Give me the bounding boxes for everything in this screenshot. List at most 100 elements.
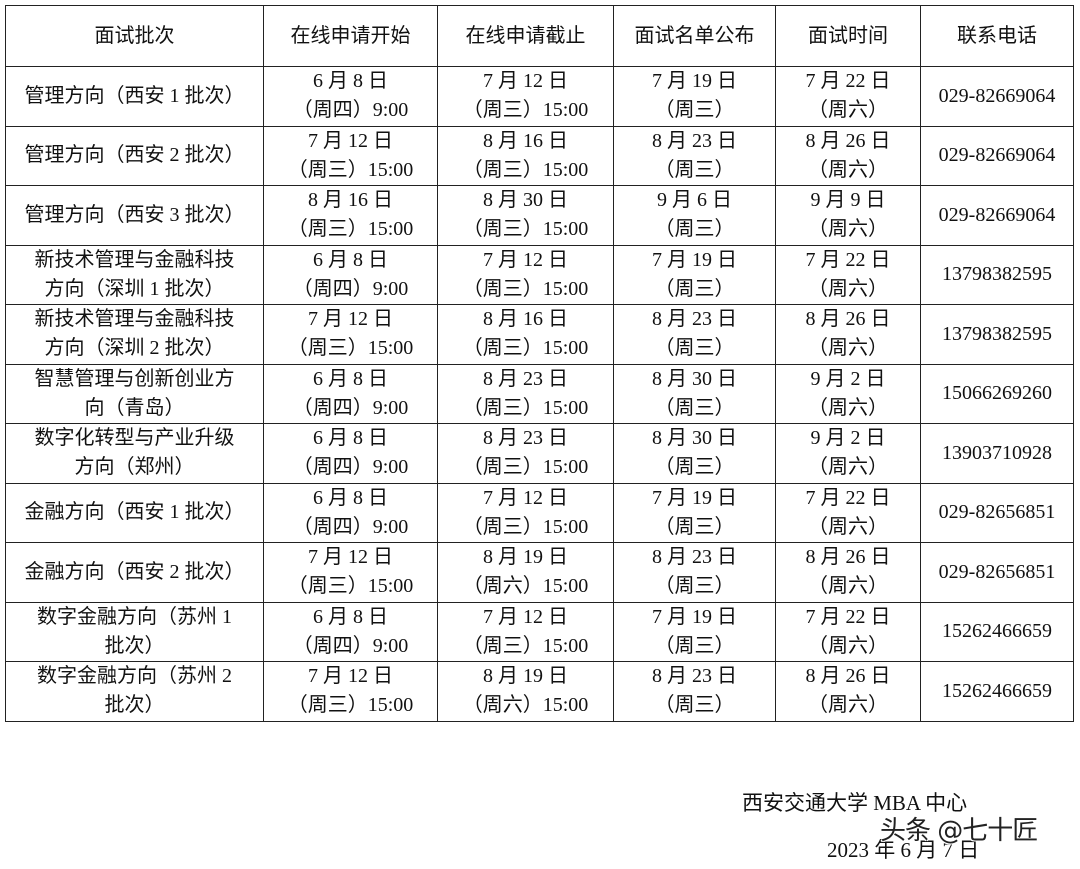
table-row: 智慧管理与创新创业方 向（青岛） 6 月 8 日 （周四）9:00 8 月 23 日 （周… <box>5 363 1074 424</box>
cell-start: 7 月 12 日 （周三）15:00 <box>263 304 438 365</box>
cell-line: （周三）15:00 <box>287 575 414 598</box>
cell-line: 8 月 26 日 <box>805 546 891 569</box>
cell-line: 8 月 19 日 <box>483 665 568 688</box>
table-row: 管理方向（西安 3 批次） 8 月 16 日 （周三）15:00 8 月 30 日 （周… <box>5 185 1074 246</box>
cell-interview: 8 月 26 日 （周六） <box>775 661 921 722</box>
cell-line: （周三）15:00 <box>287 158 414 181</box>
cell-line: （周六）15:00 <box>462 575 589 598</box>
cell-line: （周三） <box>654 218 735 241</box>
cell-line: （周三） <box>654 337 735 360</box>
cell-interview: 7 月 22 日 （周六） <box>775 244 921 305</box>
cell-list: 8 月 23 日 （周三） <box>613 661 776 722</box>
cell-phone: 13903710928 <box>920 423 1074 484</box>
cell-line: 8 月 16 日 <box>483 308 568 331</box>
cell-end: 8 月 16 日 （周三）15:00 <box>437 125 614 186</box>
cell-list: 8 月 23 日 （周三） <box>613 125 776 186</box>
cell-line: （周六） <box>808 694 888 717</box>
cell-line: （周三）15:00 <box>287 337 414 360</box>
cell-batch: 新技术管理与金融科技 方向（深圳 1 批次） <box>5 244 264 305</box>
cell-line: 8 月 23 日 <box>652 129 737 152</box>
cell-line: 8 月 30 日 <box>652 367 737 390</box>
cell-list: 8 月 23 日 （周三） <box>613 304 776 365</box>
cell-line: （周四）9:00 <box>292 277 409 300</box>
cell-end: 7 月 12 日 （周三）15:00 <box>437 244 614 305</box>
cell-line: 8 月 30 日 <box>483 189 568 212</box>
column-header: 面试名单公布 <box>613 5 776 67</box>
cell-batch: 管理方向（西安 3 批次） <box>5 185 264 246</box>
cell-line: 8 月 23 日 <box>652 546 737 569</box>
cell-batch: 金融方向（西安 2 批次） <box>5 542 264 603</box>
cell-list: 7 月 19 日 （周三） <box>613 66 776 127</box>
cell-start: 6 月 8 日 （周四）9:00 <box>263 601 438 662</box>
cell-line: （周三）15:00 <box>462 277 589 300</box>
table-row: 新技术管理与金融科技 方向（深圳 2 批次） 7 月 12 日 （周三）15:00 8 … <box>5 304 1074 365</box>
cell-line: （周三） <box>654 694 735 717</box>
cell-line: （周三） <box>654 456 735 479</box>
cell-line: 金融方向（西安 2 批次） <box>24 560 245 583</box>
cell-line: 7 月 12 日 <box>308 665 393 688</box>
cell-line: 7 月 12 日 <box>308 546 393 569</box>
cell-end: 8 月 16 日 （周三）15:00 <box>437 304 614 365</box>
cell-line: （周三） <box>654 575 735 598</box>
cell-line: （周六） <box>808 634 888 657</box>
table-row: 金融方向（西安 1 批次） 6 月 8 日 （周四）9:00 7 月 12 日 （周三）… <box>5 482 1074 543</box>
cell-line: （周六） <box>808 99 888 122</box>
footer-date: 2023 年 6 月 7 日 <box>827 838 980 862</box>
cell-line: 8 月 23 日 <box>652 665 737 688</box>
cell-line: （周六） <box>808 277 888 300</box>
cell-line: 数字金融方向（苏州 1 <box>37 605 232 628</box>
cell-line: 7 月 22 日 <box>805 486 891 509</box>
cell-line: 6 月 8 日 <box>313 486 388 509</box>
cell-end: 8 月 19 日 （周六）15:00 <box>437 542 614 603</box>
cell-line: 智慧管理与创新创业方 <box>34 367 235 390</box>
cell-line: 新技术管理与金融科技 <box>34 248 235 271</box>
cell-line: （周三） <box>654 515 735 538</box>
cell-line: 8 月 30 日 <box>652 427 737 450</box>
column-header: 面试批次 <box>5 5 264 67</box>
table-row: 管理方向（西安 2 批次） 7 月 12 日 （周三）15:00 8 月 16 日 （周… <box>5 125 1074 186</box>
cell-line: （周三） <box>654 99 735 122</box>
cell-list: 8 月 23 日 （周三） <box>613 542 776 603</box>
cell-line: （周四）9:00 <box>292 456 409 479</box>
cell-line: 向（青岛） <box>84 396 185 419</box>
cell-batch: 数字化转型与产业升级 方向（郑州） <box>5 423 264 484</box>
cell-line: （周六） <box>808 515 888 538</box>
cell-line: 8 月 23 日 <box>652 308 737 331</box>
cell-line: 7 月 12 日 <box>308 308 393 331</box>
cell-line: 管理方向（西安 2 批次） <box>24 144 245 167</box>
cell-interview: 8 月 26 日 （周六） <box>775 125 921 186</box>
cell-line: （周四）9:00 <box>292 634 409 657</box>
cell-line: 新技术管理与金融科技 <box>34 308 235 331</box>
cell-start: 6 月 8 日 （周四）9:00 <box>263 482 438 543</box>
cell-line: （周三）15:00 <box>462 158 589 181</box>
cell-phone: 029-82669064 <box>920 66 1074 127</box>
cell-list: 7 月 19 日 （周三） <box>613 482 776 543</box>
cell-line: （周三）15:00 <box>287 694 414 717</box>
cell-line: 方向（深圳 2 批次） <box>44 337 225 360</box>
cell-end: 8 月 23 日 （周三）15:00 <box>437 363 614 424</box>
table-row: 新技术管理与金融科技 方向（深圳 1 批次） 6 月 8 日 （周四）9:00 7 月 … <box>5 244 1074 305</box>
cell-line: 7 月 22 日 <box>805 70 891 93</box>
cell-line: 7 月 19 日 <box>652 70 737 93</box>
cell-line: 批次） <box>104 634 165 657</box>
watermark: 头条 @七十匠 <box>880 816 1038 846</box>
cell-line: （周三） <box>654 634 735 657</box>
cell-list: 7 月 19 日 （周三） <box>613 244 776 305</box>
cell-line: 数字金融方向（苏州 2 <box>37 665 232 688</box>
cell-start: 6 月 8 日 （周四）9:00 <box>263 363 438 424</box>
cell-end: 7 月 12 日 （周三）15:00 <box>437 601 614 662</box>
cell-line: （周四）9:00 <box>292 515 409 538</box>
column-header: 在线申请截止 <box>437 5 614 67</box>
cell-start: 7 月 12 日 （周三）15:00 <box>263 542 438 603</box>
cell-end: 7 月 12 日 （周三）15:00 <box>437 66 614 127</box>
cell-line: （周六） <box>808 396 888 419</box>
cell-line: （周六） <box>808 337 888 360</box>
cell-line: 7 月 19 日 <box>652 605 737 628</box>
column-header: 面试时间 <box>775 5 921 67</box>
footer-organization: 西安交通大学 MBA 中心 <box>742 791 968 815</box>
cell-interview: 9 月 2 日 （周六） <box>775 423 921 484</box>
cell-start: 6 月 8 日 （周四）9:00 <box>263 244 438 305</box>
cell-line: 7 月 12 日 <box>308 129 393 152</box>
cell-end: 8 月 30 日 （周三）15:00 <box>437 185 614 246</box>
cell-phone: 15262466659 <box>920 601 1074 662</box>
